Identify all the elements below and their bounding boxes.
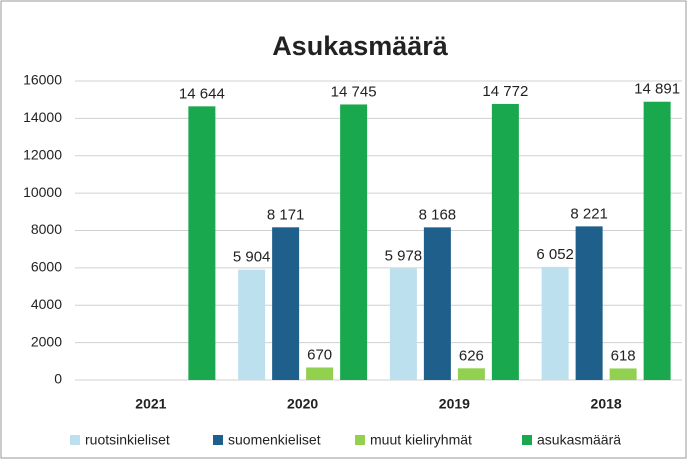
legend-label: asukasmäärä [537,432,621,448]
bar [272,227,300,380]
y-tick-label: 2000 [31,333,62,349]
y-tick-label: 14000 [23,109,62,125]
legend-label: muut kieliryhmät [370,432,472,448]
x-tick-label: 2018 [591,396,622,412]
value-label: 670 [307,346,332,363]
y-tick-label: 16000 [23,72,62,88]
y-tick-label: 8000 [31,221,62,237]
bar [423,227,451,380]
value-label: 8 168 [419,206,457,223]
bar [306,367,334,380]
x-tick-label: 2021 [135,396,166,412]
value-label: 618 [611,347,636,364]
bar [457,368,485,380]
x-tick-label: 2020 [287,396,318,412]
value-label: 5 978 [385,247,423,264]
legend-label: suomenkieliset [228,432,321,448]
legend-marker [213,435,223,445]
value-label: 5 904 [233,249,271,266]
bar [389,268,417,380]
bar [541,266,569,380]
y-tick-label: 0 [54,371,62,387]
bar [491,103,519,381]
bar [575,226,603,380]
value-label: 626 [459,347,484,364]
y-tick-label: 4000 [31,296,62,312]
legend-label: ruotsinkieliset [85,432,170,448]
chart-title: Asukasmäärä [272,31,449,61]
y-tick-label: 12000 [23,146,62,162]
bar [188,106,216,381]
bar [238,269,266,380]
value-label: 14 772 [482,83,528,100]
legend-marker [522,435,532,445]
value-label: 14 891 [634,81,680,98]
y-tick-label: 6000 [31,259,62,275]
x-tick-label: 2019 [439,396,470,412]
value-label: 14 745 [331,83,377,100]
bar [340,104,368,380]
legend-marker [355,435,365,445]
value-label: 14 644 [179,85,225,102]
y-tick-label: 10000 [23,184,62,200]
value-label: 8 221 [570,205,608,222]
value-label: 8 171 [267,206,305,223]
value-label: 6 052 [536,246,574,263]
bar [643,101,671,381]
bar [609,368,637,380]
legend-marker [70,435,80,445]
